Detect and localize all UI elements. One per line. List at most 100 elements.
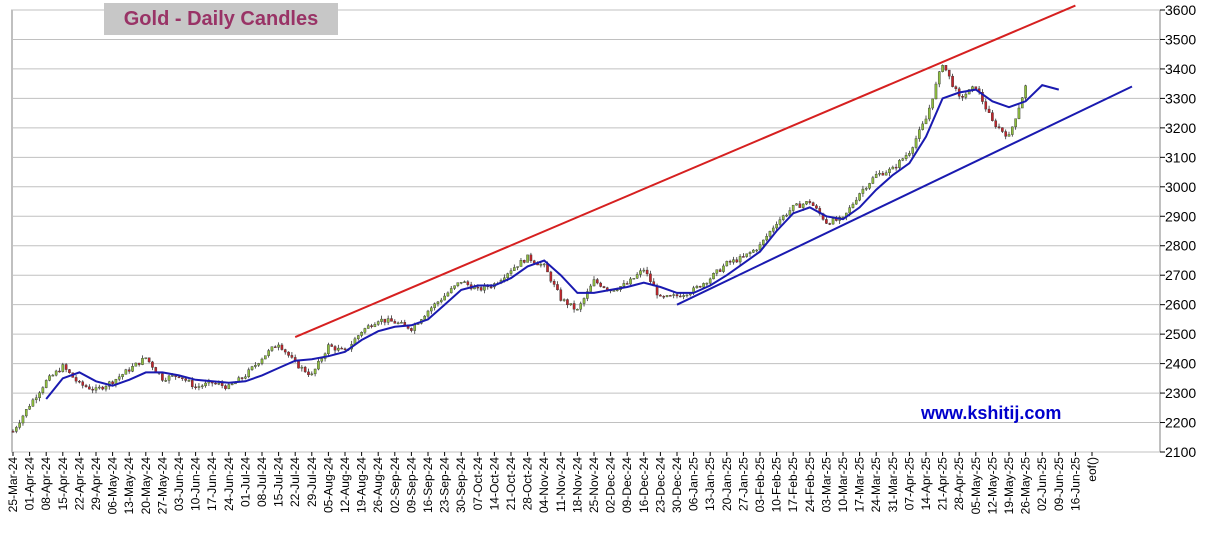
candle-up xyxy=(363,328,367,333)
candle-down xyxy=(596,279,599,284)
candle-up xyxy=(725,260,729,267)
x-tick-label: 22-Apr-24 xyxy=(72,457,86,511)
chart-title: Gold - Daily Candles xyxy=(123,8,319,30)
candle-up xyxy=(921,123,924,130)
candle-up xyxy=(931,98,934,109)
x-tick-label: 28-Oct-24 xyxy=(521,457,535,511)
x-tick-label: 02-Dec-24 xyxy=(604,457,618,513)
candle-up xyxy=(31,399,35,407)
candle-up xyxy=(928,107,931,120)
candle-up xyxy=(805,201,808,205)
candle-down xyxy=(798,203,802,208)
candle-down xyxy=(1001,127,1004,132)
candle-down xyxy=(127,369,131,372)
candle-up xyxy=(858,193,861,201)
candle-down xyxy=(194,386,197,389)
candle-down xyxy=(625,283,629,285)
candle-down xyxy=(894,166,898,169)
candle-down xyxy=(997,126,1001,128)
candle-up xyxy=(423,315,426,320)
candle-up xyxy=(436,301,440,304)
candle-up xyxy=(433,303,436,309)
candle-down xyxy=(811,202,815,206)
candle-up xyxy=(738,256,742,263)
candle-up xyxy=(44,380,48,388)
moving-average-line xyxy=(45,83,1060,400)
candle-down xyxy=(476,286,480,289)
candle-down xyxy=(240,377,244,379)
candle-down xyxy=(84,385,88,388)
candle-down xyxy=(1004,131,1007,137)
candle-up xyxy=(98,386,101,389)
candle-up xyxy=(141,358,144,365)
y-tick-label: 2700 xyxy=(1165,267,1196,283)
y-tick-label: 2600 xyxy=(1165,297,1196,313)
candle-down xyxy=(81,381,85,386)
candle-down xyxy=(984,101,988,110)
candle-down xyxy=(698,285,702,288)
candle-up xyxy=(904,155,908,159)
candle-up xyxy=(254,365,257,367)
y-tick-label: 3100 xyxy=(1165,149,1196,165)
candle-up xyxy=(672,294,675,296)
x-tick-label: 02-Sep-24 xyxy=(388,457,402,513)
plot-area xyxy=(11,9,1161,453)
candle-up xyxy=(1024,85,1027,98)
candle-up xyxy=(848,207,851,214)
candle-up xyxy=(589,285,592,292)
candle-up xyxy=(901,158,905,161)
x-tick-label: 27-May-24 xyxy=(155,457,169,515)
candle-down xyxy=(154,367,158,373)
candle-up xyxy=(592,279,596,287)
x-tick-label: 16-Dec-24 xyxy=(637,457,651,513)
candle-down xyxy=(742,256,745,258)
candle-up xyxy=(1017,107,1021,119)
x-tick-label: 29-Jul-24 xyxy=(305,457,319,507)
candle-down xyxy=(383,318,387,323)
y-tick-label: 3000 xyxy=(1165,179,1196,195)
candle-up xyxy=(360,332,363,336)
x-tick-label: 15-Apr-24 xyxy=(56,457,70,511)
chart-title-box: Gold - Daily Candles xyxy=(104,3,338,35)
candle-down xyxy=(954,86,958,89)
candle-down xyxy=(815,205,818,209)
x-tick-label: 24-Mar-25 xyxy=(869,457,883,513)
candle-down xyxy=(556,284,559,291)
candle-up xyxy=(54,370,58,376)
x-tick-label: 13-Jan-25 xyxy=(703,457,717,511)
candle-up xyxy=(785,214,788,217)
candle-down xyxy=(410,328,413,331)
candle-down xyxy=(728,260,732,263)
candle-up xyxy=(964,93,968,98)
candle-down xyxy=(287,351,290,356)
x-tick-label: 24-Jun-24 xyxy=(222,457,236,511)
candle-down xyxy=(679,295,682,298)
candle-up xyxy=(197,386,201,388)
y-tick-label: 2300 xyxy=(1165,385,1196,401)
candle-up xyxy=(831,218,835,225)
x-tick-label: 01-Apr-24 xyxy=(23,457,37,511)
candle-up xyxy=(795,203,798,206)
candle-up xyxy=(539,264,543,266)
x-tick-label: 25-Mar-24 xyxy=(6,457,20,513)
candle-up xyxy=(187,380,191,382)
candle-down xyxy=(808,201,812,203)
candle-up xyxy=(34,397,38,401)
candle-up xyxy=(18,422,21,428)
candle-up xyxy=(854,199,858,205)
candle-up xyxy=(771,227,775,232)
candle-down xyxy=(645,269,649,275)
candle-up xyxy=(642,269,646,272)
candle-down xyxy=(735,259,739,263)
candle-down xyxy=(330,344,334,347)
candle-up xyxy=(267,350,270,356)
candle-up xyxy=(61,364,65,372)
candle-down xyxy=(343,348,347,350)
y-tick-label: 3300 xyxy=(1165,90,1196,106)
candle-up xyxy=(230,383,234,386)
candle-down xyxy=(662,296,666,298)
candle-up xyxy=(94,387,98,391)
candle-up xyxy=(217,382,221,385)
candle-down xyxy=(307,371,310,376)
candle-up xyxy=(28,406,31,410)
